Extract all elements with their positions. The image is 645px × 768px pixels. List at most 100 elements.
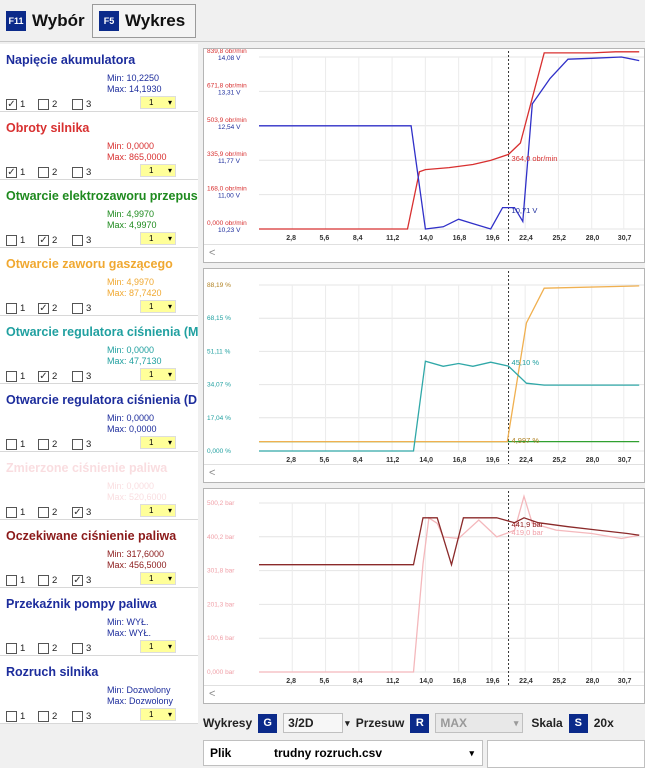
signal-select[interactable]: 1 ▾ bbox=[140, 572, 176, 585]
checkbox[interactable] bbox=[38, 99, 49, 110]
chart-1-scrollbar[interactable]: < bbox=[204, 244, 644, 262]
signal-item[interactable]: Napięcie akumulatora Min: 10,2250 Max: 14,… bbox=[0, 44, 198, 112]
checkbox[interactable] bbox=[38, 643, 49, 654]
axis-checkbox-3[interactable]: 3 bbox=[72, 711, 91, 722]
axis-checkbox-1[interactable]: ✓ 1 bbox=[6, 99, 25, 110]
axis-checkbox-1[interactable]: 1 bbox=[6, 575, 25, 586]
axis-checkbox-2[interactable]: ✓ 2 bbox=[38, 371, 57, 382]
chevron-down-icon: ▾ bbox=[167, 166, 172, 175]
axis-checkbox-3[interactable]: 3 bbox=[72, 99, 91, 110]
chevron-down-icon: ▾ bbox=[469, 747, 474, 758]
wykresy-dropdown[interactable]: 3/2D bbox=[283, 713, 344, 733]
chevron-down-icon[interactable]: ▾ bbox=[345, 717, 350, 728]
signal-select[interactable]: 1 ▾ bbox=[140, 504, 176, 517]
checkbox[interactable] bbox=[72, 99, 83, 110]
signal-item[interactable]: Przekaźnik pompy paliwa Min: WYŁ. Max: WYŁ… bbox=[0, 588, 198, 656]
axis-checkbox-1[interactable]: 1 bbox=[6, 439, 25, 450]
signal-item[interactable]: Otwarcie zaworu gaszącego Min: 4,9970 Max:… bbox=[0, 248, 198, 316]
axis-checkbox-2[interactable]: 2 bbox=[38, 439, 57, 450]
signal-item[interactable]: Otwarcie regulatora ciśnienia (M Min: 0,0… bbox=[0, 316, 198, 384]
scroll-left-icon[interactable]: < bbox=[209, 688, 216, 700]
checkbox[interactable] bbox=[72, 167, 83, 178]
axis-checkbox-3[interactable]: ✓ 3 bbox=[72, 507, 91, 518]
checkbox[interactable] bbox=[38, 167, 49, 178]
checkbox-label: 3 bbox=[86, 99, 92, 110]
checkbox[interactable] bbox=[6, 507, 17, 518]
signal-select[interactable]: 1 ▾ bbox=[140, 300, 176, 313]
axis-checkbox-1[interactable]: ✓ 1 bbox=[6, 167, 25, 178]
signal-item[interactable]: Rozruch silnika Min: Dozwolony Max: Dozwol… bbox=[0, 656, 198, 724]
axis-checkbox-1[interactable]: 1 bbox=[6, 507, 25, 518]
checkbox[interactable]: ✓ bbox=[38, 370, 49, 382]
file-selector[interactable]: Plik trudny rozruch.csv ▾ bbox=[203, 740, 483, 766]
signal-select[interactable]: 1 ▾ bbox=[140, 708, 176, 721]
axis-checkbox-2[interactable]: 2 bbox=[38, 167, 57, 178]
skala-value[interactable]: 20x bbox=[593, 716, 614, 730]
axis-checkbox-2[interactable]: 2 bbox=[38, 575, 57, 586]
chart-2-scrollbar[interactable]: < bbox=[204, 464, 644, 482]
axis-checkbox-3[interactable]: 3 bbox=[72, 235, 91, 246]
przesuw-dropdown[interactable]: MAX ▾ bbox=[435, 713, 524, 733]
checkbox[interactable] bbox=[6, 371, 17, 382]
axis-checkbox-2[interactable]: ✓ 2 bbox=[38, 235, 57, 246]
axis-checkbox-1[interactable]: 1 bbox=[6, 235, 25, 246]
axis-checkbox-2[interactable]: 2 bbox=[38, 99, 57, 110]
signal-item[interactable]: Obroty silnika Min: 0,0000 Max: 865,0000 ✓… bbox=[0, 112, 198, 180]
checkbox[interactable] bbox=[38, 711, 49, 722]
axis-checkbox-2[interactable]: 2 bbox=[38, 507, 57, 518]
signal-select[interactable]: 1 ▾ bbox=[140, 96, 176, 109]
checkbox[interactable] bbox=[38, 507, 49, 518]
axis-checkbox-2[interactable]: 2 bbox=[38, 643, 57, 654]
tab-wykres[interactable]: F5 Wykres bbox=[92, 4, 196, 38]
axis-checkbox-3[interactable]: ✓ 3 bbox=[72, 575, 91, 586]
checkbox[interactable]: ✓ bbox=[72, 506, 83, 518]
checkbox[interactable] bbox=[6, 575, 17, 586]
checkbox[interactable] bbox=[38, 575, 49, 586]
chart-3-scrollbar[interactable]: < bbox=[204, 685, 644, 703]
checkbox[interactable]: ✓ bbox=[38, 302, 49, 314]
checkbox[interactable] bbox=[6, 439, 17, 450]
checkbox[interactable]: ✓ bbox=[38, 234, 49, 246]
signal-select[interactable]: 1 ▾ bbox=[140, 640, 176, 653]
checkbox[interactable]: ✓ bbox=[6, 166, 17, 178]
checkbox[interactable] bbox=[6, 235, 17, 246]
checkbox[interactable] bbox=[6, 643, 17, 654]
signal-item[interactable]: Oczekiwane ciśnienie paliwa Min: 317,6000… bbox=[0, 520, 198, 588]
checkbox[interactable] bbox=[38, 439, 49, 450]
checkbox[interactable]: ✓ bbox=[72, 574, 83, 586]
checkbox[interactable] bbox=[72, 371, 83, 382]
checkbox[interactable] bbox=[72, 303, 83, 314]
axis-checkbox-1[interactable]: 1 bbox=[6, 303, 25, 314]
axis-checkbox-2[interactable]: ✓ 2 bbox=[38, 303, 57, 314]
checkbox[interactable] bbox=[72, 439, 83, 450]
signal-item[interactable]: Otwarcie elektrozaworu przepus Min: 4,997… bbox=[0, 180, 198, 248]
signal-select[interactable]: 1 ▾ bbox=[140, 368, 176, 381]
scroll-left-icon[interactable]: < bbox=[209, 467, 216, 479]
axis-checkbox-3[interactable]: 3 bbox=[72, 303, 91, 314]
chart-panel-3: 500,2 bar 400,2 bar 301,8 bar 201,3 bar 100,… bbox=[203, 488, 645, 704]
signal-select[interactable]: 1 ▾ bbox=[140, 164, 176, 177]
axis-checkbox-1[interactable]: 1 bbox=[6, 371, 25, 382]
checkbox[interactable] bbox=[6, 303, 17, 314]
axis-checkbox-1[interactable]: 1 bbox=[6, 643, 25, 654]
axis-checkbox-2[interactable]: 2 bbox=[38, 711, 57, 722]
checkbox[interactable]: ✓ bbox=[6, 98, 17, 110]
tab-wybor[interactable]: F11 Wybór bbox=[0, 4, 86, 38]
scroll-left-icon[interactable]: < bbox=[209, 247, 216, 259]
axis-checkbox-3[interactable]: 3 bbox=[72, 371, 91, 382]
checkbox[interactable] bbox=[72, 235, 83, 246]
checkbox-label: 2 bbox=[52, 507, 58, 518]
axis-checkbox-1[interactable]: 1 bbox=[6, 711, 25, 722]
signal-select[interactable]: 1 ▾ bbox=[140, 232, 176, 245]
signal-item[interactable]: Zmierzone ciśnienie paliwa Min: 0,0000 Max… bbox=[0, 452, 198, 520]
axis-checkbox-3[interactable]: 3 bbox=[72, 643, 91, 654]
axis-checkbox-3[interactable]: 3 bbox=[72, 167, 91, 178]
chevron-down-icon: ▾ bbox=[167, 642, 172, 651]
checkbox[interactable] bbox=[6, 711, 17, 722]
signal-select[interactable]: 1 ▾ bbox=[140, 436, 176, 449]
axis-checkbox-3[interactable]: 3 bbox=[72, 439, 91, 450]
checkbox-label: 1 bbox=[20, 439, 26, 450]
signal-item[interactable]: Otwarcie regulatora ciśnienia (D Min: 0,0… bbox=[0, 384, 198, 452]
checkbox[interactable] bbox=[72, 643, 83, 654]
checkbox[interactable] bbox=[72, 711, 83, 722]
